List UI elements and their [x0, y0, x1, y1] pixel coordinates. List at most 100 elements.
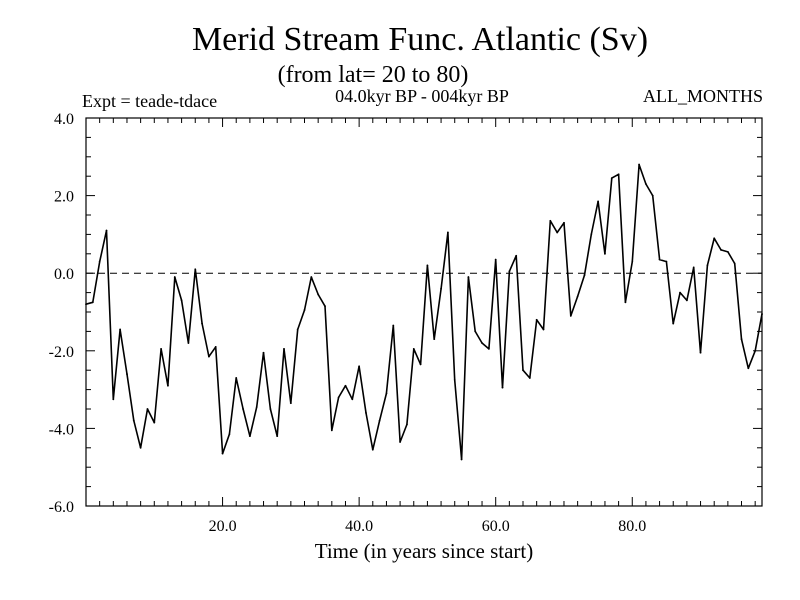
y-tick-label: 4.0: [54, 111, 74, 128]
data-point: [617, 173, 620, 176]
data-point: [337, 396, 340, 399]
data-point: [228, 433, 231, 436]
data-point: [440, 287, 442, 290]
data-point: [255, 406, 258, 408]
y-tick-label: -2.0: [49, 344, 74, 361]
data-point: [481, 342, 483, 344]
data-point: [221, 452, 224, 455]
data-point: [187, 342, 190, 344]
data-point: [631, 260, 634, 263]
data-point: [289, 402, 292, 405]
data-point: [535, 318, 538, 321]
data-point: [426, 264, 429, 267]
y-tick-label: 2.0: [54, 189, 74, 206]
data-point: [645, 183, 647, 185]
data-point: [132, 419, 135, 422]
y-tick-label: -4.0: [49, 421, 74, 438]
data-point: [385, 392, 388, 395]
data-point: [98, 260, 101, 263]
period-label: 04.0kyr BP - 004kyr BP: [335, 86, 509, 106]
data-point: [419, 363, 422, 366]
data-point: [324, 305, 326, 308]
data-point: [549, 219, 552, 222]
data-point: [126, 373, 128, 375]
data-point: [754, 349, 757, 352]
data-point: [276, 435, 279, 438]
data-point: [371, 448, 374, 451]
data-point: [522, 369, 524, 372]
x-tick-label: 80.0: [618, 518, 646, 535]
data-point: [139, 446, 142, 449]
data-point: [761, 313, 763, 315]
data-point: [310, 276, 313, 278]
data-point: [433, 338, 436, 341]
data-point: [453, 379, 456, 381]
data-point: [726, 250, 729, 253]
data-point: [563, 221, 565, 224]
data-point: [399, 441, 402, 443]
data-point: [85, 303, 87, 306]
data-point: [494, 258, 497, 261]
y-tick-label: -6.0: [49, 499, 74, 516]
data-point: [597, 200, 600, 203]
data-point: [262, 351, 265, 354]
data-point: [330, 429, 333, 432]
data-point: [296, 328, 299, 331]
y-tick-label: 0.0: [54, 266, 74, 283]
data-point: [699, 351, 702, 354]
data-point: [576, 295, 579, 298]
x-tick-label: 40.0: [345, 518, 373, 535]
data-point: [692, 266, 695, 269]
data-point: [508, 270, 511, 273]
data-point: [556, 231, 559, 234]
data-point: [446, 231, 449, 234]
x-tick-label: 20.0: [209, 518, 237, 535]
data-point: [194, 268, 197, 271]
data-point: [501, 386, 504, 389]
data-point: [358, 365, 361, 368]
data-point: [740, 338, 743, 341]
data-point: [528, 377, 531, 379]
data-point: [467, 276, 470, 278]
data-point: [583, 274, 586, 277]
data-point: [569, 314, 572, 317]
data-point: [365, 411, 367, 414]
data-point: [112, 398, 115, 401]
x-tick-label: 60.0: [482, 518, 510, 535]
data-point: [713, 237, 716, 240]
data-point: [515, 254, 518, 257]
data-point: [248, 435, 251, 438]
data-point: [201, 322, 203, 325]
data-point: [685, 299, 688, 302]
data-point: [610, 177, 613, 180]
data-point: [590, 233, 593, 236]
data-point: [303, 309, 306, 311]
data-point: [624, 301, 627, 304]
data-point: [460, 458, 463, 461]
data-point: [105, 229, 108, 232]
data-point: [153, 421, 156, 424]
data-point: [242, 408, 244, 410]
data-point: [665, 260, 668, 263]
data-point: [160, 347, 163, 350]
data-point: [672, 322, 675, 325]
data-point: [378, 419, 381, 422]
data-point: [706, 264, 709, 267]
data-point: [747, 367, 750, 370]
data-point: [604, 252, 606, 255]
data-point: [720, 249, 722, 251]
experiment-label: Expt = teade-tdace: [82, 91, 217, 111]
data-point: [651, 194, 654, 197]
data-point: [412, 347, 415, 350]
data-point: [269, 408, 272, 410]
chart-subtitle: (from lat= 20 to 80): [278, 62, 469, 88]
data-point: [180, 299, 183, 302]
data-point: [344, 384, 347, 387]
data-point: [235, 377, 238, 379]
data-point: [658, 258, 661, 261]
data-point: [146, 408, 149, 410]
data-point: [542, 328, 545, 331]
months-label: ALL_MONTHS: [643, 86, 763, 106]
data-point: [679, 291, 681, 294]
